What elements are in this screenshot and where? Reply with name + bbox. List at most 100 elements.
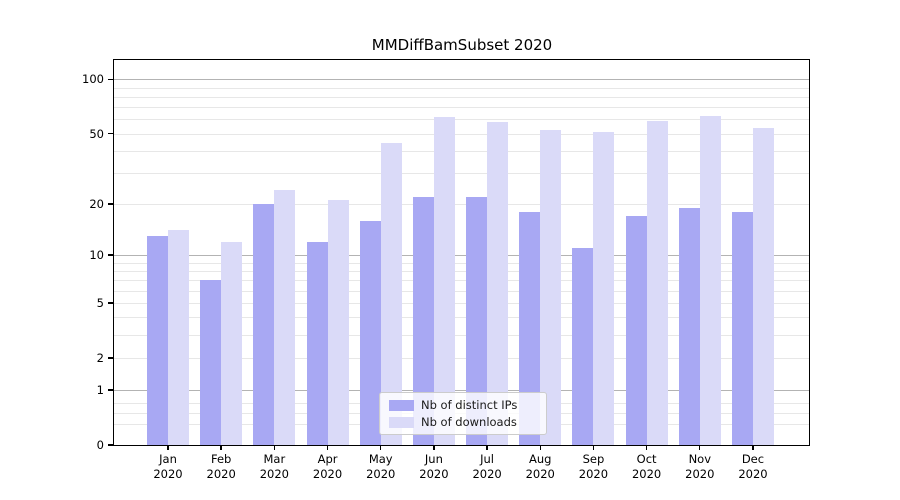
y-tick-mark <box>108 444 113 446</box>
x-tick-mark <box>380 446 382 450</box>
bar-distinct-ips <box>731 211 753 445</box>
x-tick-label: Nov 2020 <box>668 452 732 482</box>
minor-gridline <box>114 335 810 337</box>
x-tick-month: Sep <box>582 452 605 466</box>
chart-title: MMDiffBamSubset 2020 <box>371 36 553 54</box>
x-tick-label: Apr 2020 <box>296 452 360 482</box>
x-tick-label: Sep 2020 <box>561 452 625 482</box>
y-tick-label: 0 <box>96 438 104 452</box>
major-gridline <box>114 79 810 81</box>
bar-downloads <box>646 120 668 445</box>
legend-label: Nb of downloads <box>421 415 517 429</box>
x-tick-label: Dec 2020 <box>721 452 785 482</box>
x-tick-month: Aug <box>529 452 552 466</box>
x-tick-year: 2020 <box>578 467 609 481</box>
x-tick-label: Feb 2020 <box>189 452 253 482</box>
x-tick-mark <box>326 446 329 450</box>
minor-gridline <box>114 87 810 89</box>
bar-downloads <box>380 143 402 445</box>
legend-swatch-icon <box>389 399 414 411</box>
x-tick-label: May 2020 <box>349 452 413 482</box>
y-tick-label: 10 <box>89 248 104 263</box>
y-tick-label: 100 <box>82 72 104 87</box>
bar-distinct-ips <box>359 220 381 445</box>
bar-downloads <box>593 131 615 445</box>
bar-distinct-ips <box>466 196 488 445</box>
bar-distinct-ips <box>200 280 222 445</box>
x-tick-mark <box>433 446 435 450</box>
x-tick-label: Jan 2020 <box>136 452 200 482</box>
y-tick-mark <box>108 254 113 256</box>
x-tick-mark <box>273 446 276 450</box>
x-tick-mark <box>592 446 595 450</box>
bar-downloads <box>168 230 189 445</box>
x-tick-year: 2020 <box>631 467 662 481</box>
legend-swatch-icon <box>389 416 414 428</box>
minor-gridline <box>114 270 810 272</box>
y-tick-label: 50 <box>89 126 104 141</box>
y-tick-mark <box>108 203 113 205</box>
x-tick-label: Aug 2020 <box>508 452 572 482</box>
x-tick-label: Jul 2020 <box>455 452 519 482</box>
x-tick-month: Nov <box>688 452 712 466</box>
x-tick-year: 2020 <box>259 467 289 481</box>
bar-downloads <box>752 127 774 445</box>
y-tick-mark <box>108 132 113 135</box>
plot-area <box>114 60 810 445</box>
x-tick-label: Oct 2020 <box>615 452 679 482</box>
minor-gridline <box>114 107 810 109</box>
bar-downloads <box>327 200 349 445</box>
x-tick-month: May <box>368 452 393 466</box>
minor-gridline <box>114 172 810 174</box>
x-tick-year: 2020 <box>366 467 396 481</box>
y-tick-label: 1 <box>96 383 104 398</box>
bar-distinct-ips <box>253 203 275 445</box>
bar-downloads <box>699 115 721 445</box>
x-tick-year: 2020 <box>525 467 555 481</box>
minor-gridline <box>114 119 810 121</box>
bar-distinct-ips <box>147 235 168 445</box>
x-tick-month: Oct <box>636 452 657 466</box>
x-tick-year: 2020 <box>472 467 502 481</box>
minor-gridline <box>114 96 810 98</box>
bar-downloads <box>487 121 509 445</box>
minor-gridline <box>114 150 810 152</box>
legend-item: Nb of distinct IPs <box>389 398 537 412</box>
major-gridline <box>114 390 810 392</box>
bar-distinct-ips <box>572 248 594 445</box>
y-tick-label: 5 <box>96 296 104 311</box>
minor-gridline <box>114 133 810 135</box>
legend-item: Nb of downloads <box>389 415 537 429</box>
bar-downloads <box>433 116 455 445</box>
minor-gridline <box>114 203 810 205</box>
legend-label: Nb of distinct IPs <box>421 398 518 412</box>
x-tick-mark <box>539 446 541 450</box>
x-tick-year: 2020 <box>153 467 183 481</box>
x-tick-month: Feb <box>210 452 232 466</box>
y-tick-mark <box>108 78 113 81</box>
bar-distinct-ips <box>412 196 434 445</box>
y-tick-label: 20 <box>89 196 104 211</box>
x-tick-label: Jun 2020 <box>402 452 466 482</box>
x-tick-year: 2020 <box>738 467 768 481</box>
major-gridline <box>114 255 810 257</box>
bar-downloads <box>221 241 243 445</box>
minor-gridline <box>114 303 810 305</box>
minor-gridline <box>114 280 810 282</box>
x-tick-mark <box>699 446 701 450</box>
x-tick-mark <box>752 446 754 450</box>
x-tick-mark <box>220 446 222 450</box>
y-tick-mark <box>108 357 113 359</box>
minor-gridline <box>114 290 810 292</box>
x-tick-month: Jun <box>424 452 443 466</box>
x-tick-month: Jul <box>480 452 495 466</box>
y-tick-mark <box>108 302 113 304</box>
x-tick-month: Apr <box>317 452 338 466</box>
bar-downloads <box>540 130 562 445</box>
x-tick-year: 2020 <box>419 467 449 481</box>
bar-distinct-ips <box>625 216 647 445</box>
x-tick-month: Dec <box>741 452 765 466</box>
bar-downloads <box>274 189 296 445</box>
x-tick-year: 2020 <box>685 467 715 481</box>
